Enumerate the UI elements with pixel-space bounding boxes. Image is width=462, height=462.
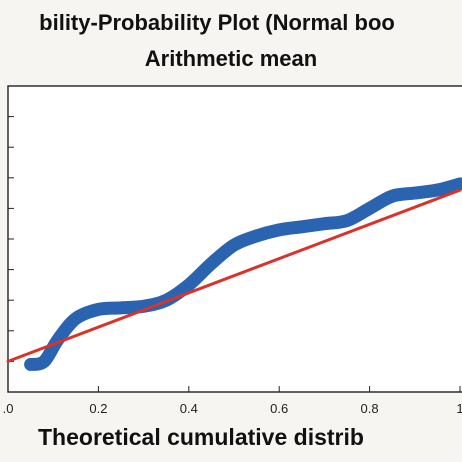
x-axis-label: Theoretical cumulative distrib xyxy=(38,424,364,450)
series-layer xyxy=(6,177,462,371)
chart-title-line-1: bility-Probability Plot (Normal boo xyxy=(39,10,395,35)
x-tick-label: 0.6 xyxy=(270,401,288,416)
x-axis-ticks: .0 0.2 0.4 0.6 0.8 1 xyxy=(3,386,462,416)
fitted-reference-line xyxy=(6,188,462,363)
x-tick-label: 1 xyxy=(456,401,462,416)
empirical-points-series xyxy=(24,177,462,371)
x-tick-label: .0 xyxy=(3,401,14,416)
x-tick-label: 0.2 xyxy=(89,401,107,416)
y-axis-ticks xyxy=(8,116,14,362)
x-tick-label: 0.4 xyxy=(180,401,198,416)
chart-title-line-2: Arithmetic mean xyxy=(144,46,318,71)
x-tick-label: 0.8 xyxy=(361,401,379,416)
